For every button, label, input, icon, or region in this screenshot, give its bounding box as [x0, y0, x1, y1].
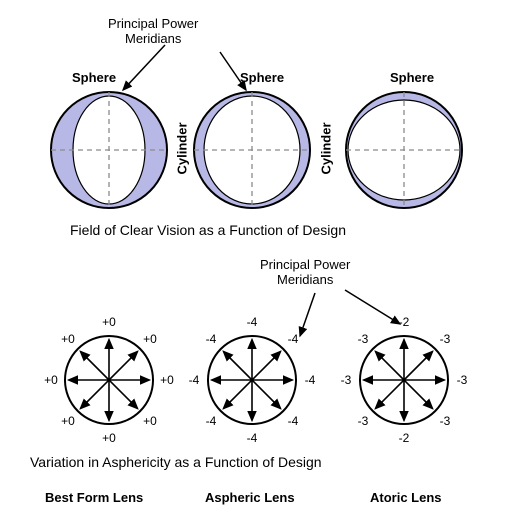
svg-text:+0: +0 — [143, 414, 157, 428]
svg-text:-4: -4 — [206, 414, 217, 428]
svg-text:-4: -4 — [247, 431, 258, 445]
svg-text:-4: -4 — [288, 414, 299, 428]
svg-text:+0: +0 — [102, 315, 116, 329]
sphere-label-0: Sphere — [72, 70, 116, 85]
svg-text:-4: -4 — [206, 332, 217, 346]
svg-text:-4: -4 — [288, 332, 299, 346]
lens-name-2: Atoric Lens — [370, 490, 442, 505]
svg-text:-4: -4 — [189, 373, 200, 387]
cylinder-label-0: Cylinder — [175, 125, 190, 175]
sphere-label-1: Sphere — [240, 70, 284, 85]
principal-meridians-top-label: Principal Power Meridians — [108, 16, 198, 46]
svg-text:+0: +0 — [61, 332, 75, 346]
svg-text:-3: -3 — [440, 332, 451, 346]
lens-name-0: Best Form Lens — [45, 490, 143, 505]
svg-text:-3: -3 — [358, 414, 369, 428]
svg-text:-4: -4 — [305, 373, 316, 387]
svg-text:+0: +0 — [160, 373, 174, 387]
field-caption: Field of Clear Vision as a Function of D… — [70, 222, 346, 238]
principal-meridians-mid-label: Principal Power Meridians — [260, 257, 350, 287]
cylinder-label-1: Cylinder — [319, 125, 334, 175]
svg-text:+0: +0 — [61, 414, 75, 428]
svg-text:-3: -3 — [358, 332, 369, 346]
svg-text:-4: -4 — [247, 315, 258, 329]
svg-text:-3: -3 — [440, 414, 451, 428]
svg-text:-3: -3 — [457, 373, 468, 387]
svg-text:+0: +0 — [143, 332, 157, 346]
variation-caption: Variation in Asphericity as a Function o… — [30, 454, 322, 470]
svg-text:-3: -3 — [341, 373, 352, 387]
svg-text:-2: -2 — [399, 431, 410, 445]
sphere-label-2: Sphere — [390, 70, 434, 85]
svg-text:+0: +0 — [44, 373, 58, 387]
svg-text:-2: -2 — [399, 315, 410, 329]
svg-text:+0: +0 — [102, 431, 116, 445]
lens-name-1: Aspheric Lens — [205, 490, 295, 505]
